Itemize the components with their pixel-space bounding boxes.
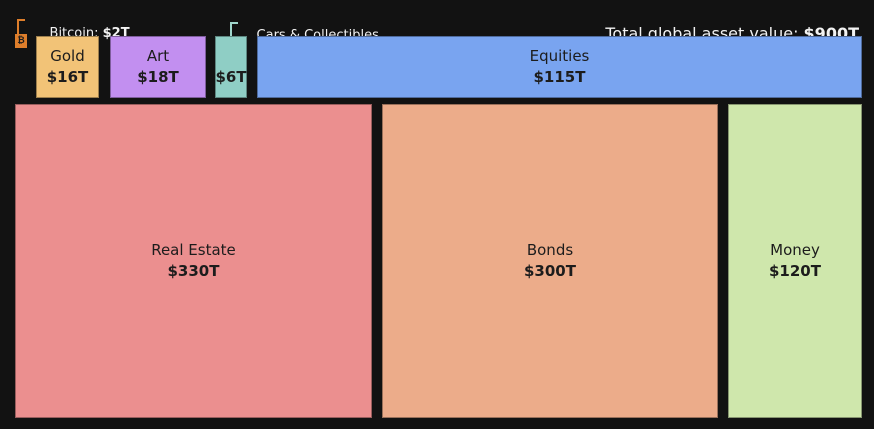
treemap-box-real-estate: Real Estate $330T: [15, 104, 372, 418]
bonds-label: Bonds: [526, 241, 574, 259]
bitcoin-callout-line: [17, 19, 25, 35]
gold-value: $16T: [46, 68, 89, 86]
treemap-box-bonds: Bonds $300T: [382, 104, 718, 418]
cars-callout-line: [230, 22, 238, 37]
money-value: $120T: [769, 262, 821, 280]
treemap-box-art: Art $18T: [110, 36, 206, 98]
art-value: $18T: [137, 68, 179, 86]
real-estate-value: $330T: [167, 262, 220, 280]
bitcoin-icon: ₿: [17, 35, 25, 46]
gold-label: Gold: [50, 47, 85, 65]
treemap-box-gold: Gold $16T: [36, 36, 99, 98]
cars-value: $6T: [215, 68, 247, 86]
real-estate-label: Real Estate: [151, 241, 236, 259]
equities-label: Equities: [529, 47, 590, 65]
treemap-box-equities: Equities $115T: [257, 36, 862, 98]
treemap-box-money: Money $120T: [728, 104, 862, 418]
equities-value: $115T: [533, 68, 586, 86]
bonds-value: $300T: [524, 262, 576, 280]
art-label: Art: [146, 47, 170, 65]
treemap-box-bitcoin: ₿: [15, 34, 27, 48]
treemap-box-cars-collectibles: $6T: [215, 36, 247, 98]
money-label: Money: [770, 241, 820, 259]
